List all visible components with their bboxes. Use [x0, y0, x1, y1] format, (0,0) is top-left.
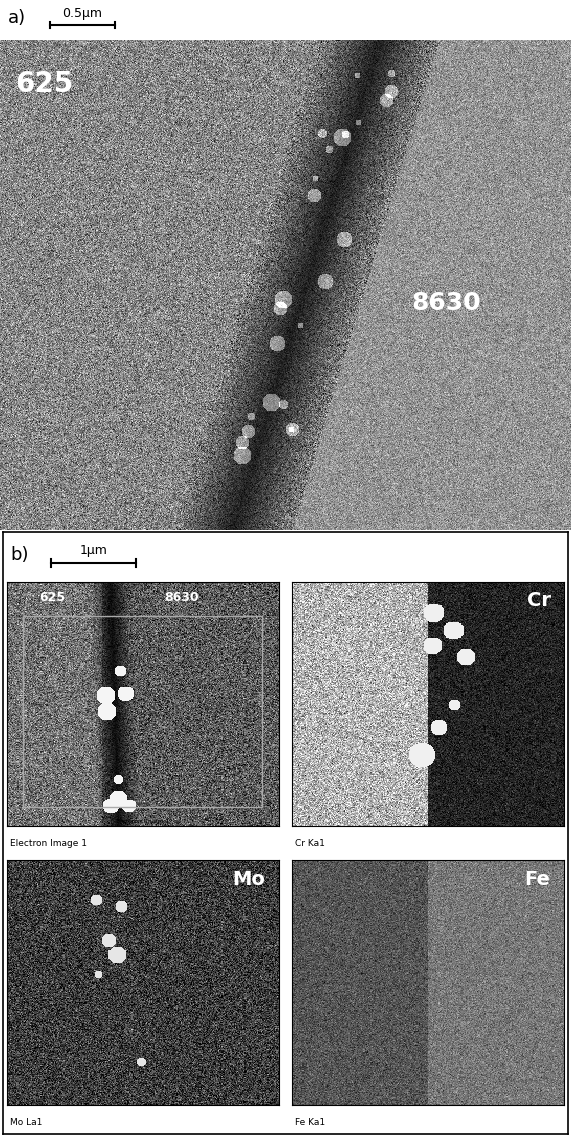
Text: Fe: Fe: [525, 870, 550, 889]
Text: 8630: 8630: [411, 290, 481, 315]
Text: 0.5μm: 0.5μm: [62, 7, 103, 20]
Text: 625: 625: [39, 591, 66, 605]
Text: Fe Ka1: Fe Ka1: [295, 1118, 325, 1127]
Text: b): b): [11, 546, 29, 564]
Bar: [23, 616, 262, 807]
Text: 625: 625: [15, 70, 73, 98]
Text: Mo La1: Mo La1: [10, 1118, 42, 1127]
Text: Electron Image 1: Electron Image 1: [116, 819, 170, 824]
Text: a): a): [8, 9, 26, 27]
Text: 8630: 8630: [164, 591, 199, 605]
Text: 1μm: 1μm: [79, 543, 107, 557]
Text: Cr: Cr: [526, 591, 550, 611]
Text: Cr Ka1: Cr Ka1: [295, 839, 325, 848]
Text: Mo: Mo: [232, 870, 265, 889]
Text: Electron Image 1: Electron Image 1: [10, 839, 87, 848]
